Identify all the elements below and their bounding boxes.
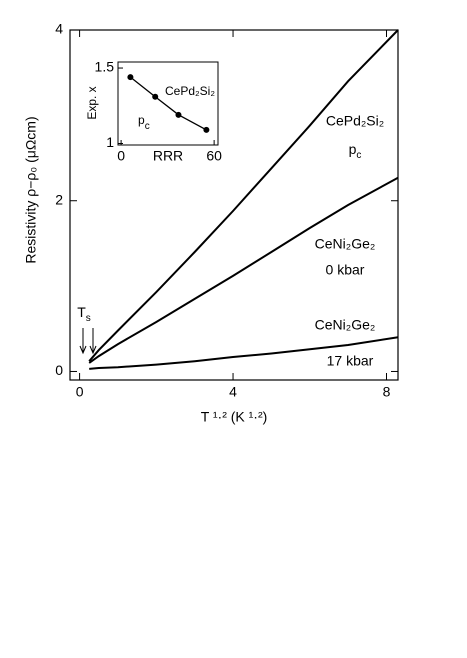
y-axis-label: Resistivity ρ−ρ₀ (μΩcm) [23, 116, 39, 263]
x-tick-label: 4 [229, 384, 237, 400]
inset-condition-base: p [138, 113, 145, 127]
inset-y-tick-label: 1.5 [95, 59, 115, 75]
inset-compound: CePd₂Si₂ [165, 84, 215, 98]
ts-arrow-head [89, 345, 97, 355]
ts-label-base: T [77, 304, 86, 320]
ts-arrow-head [79, 345, 87, 355]
inset-frame [117, 61, 219, 146]
series-label: CePd₂Si₂ [326, 113, 384, 129]
inset-point [175, 111, 182, 118]
series-pressure-sub: c [356, 150, 361, 161]
y-tick-label: 2 [55, 191, 63, 207]
inset-y-tick-label: 1 [106, 134, 114, 150]
ts-label-sub: s [86, 313, 91, 324]
x-tick-label: 0 [76, 384, 84, 400]
x-tick-label: 8 [383, 384, 391, 400]
plot-frame [69, 29, 399, 381]
inset-x-tick-label: 60 [206, 148, 222, 164]
series-line [89, 336, 399, 370]
series-line [88, 176, 399, 364]
inset-x-tick-label: 0 [117, 148, 125, 164]
series-pressure: pc [349, 141, 362, 161]
series-line [88, 29, 399, 362]
inset-point [152, 93, 159, 100]
series-label: CeNi₂Ge₂ [315, 236, 376, 252]
inset-y-label: Exp. x [85, 86, 99, 119]
ts-label: Ts [77, 304, 91, 324]
y-tick-label: 4 [55, 21, 63, 37]
inset-condition: pc [138, 113, 150, 131]
series-label: CeNi₂Ge₂ [315, 317, 376, 333]
y-tick-label: 0 [55, 362, 63, 378]
inset-point [127, 74, 134, 81]
inset-condition-sub: c [145, 121, 150, 132]
inset-x-label: RRR [153, 148, 183, 164]
series-pressure: 0 kbar [326, 262, 365, 278]
inset-point [203, 126, 210, 133]
x-axis-label: T ¹·² (K ¹·²) [201, 409, 268, 425]
series-pressure-base: p [349, 141, 357, 157]
series-pressure: 17 kbar [327, 353, 374, 369]
inset-line [129, 76, 207, 131]
